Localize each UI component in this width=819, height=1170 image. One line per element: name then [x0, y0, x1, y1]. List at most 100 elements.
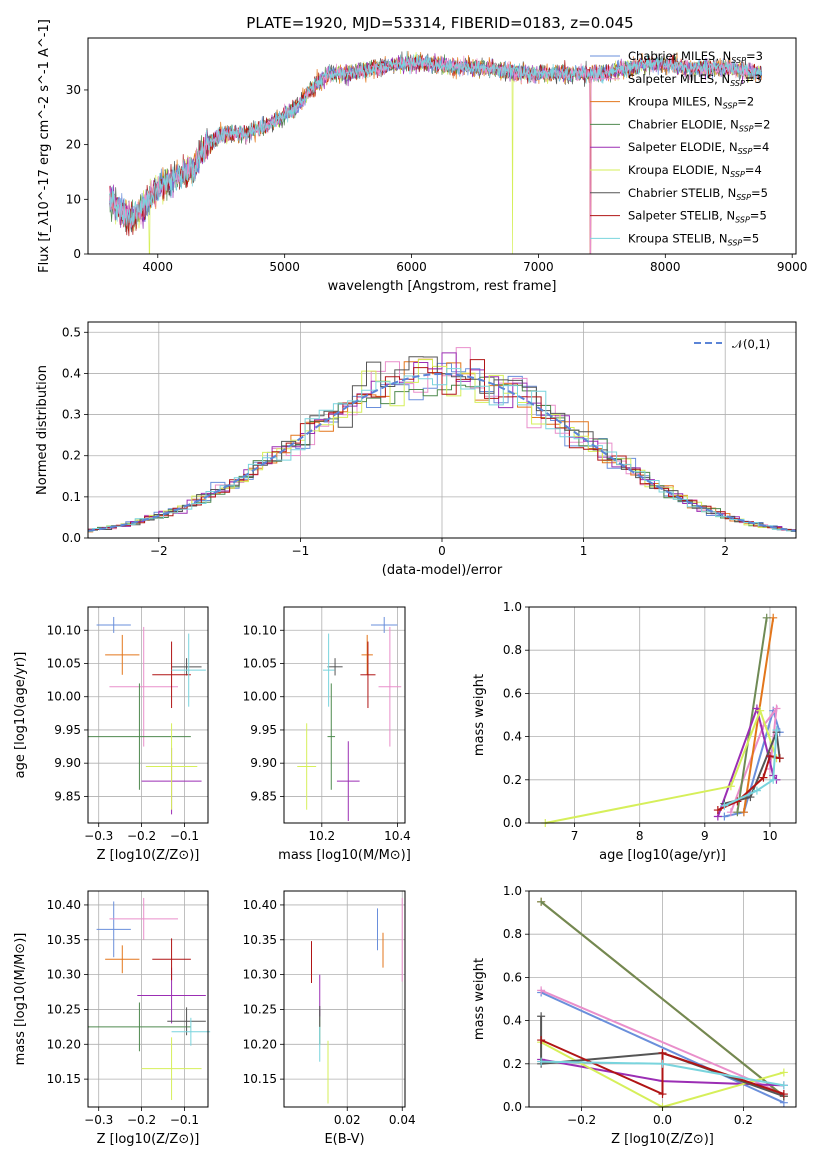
- legend-nssp-subscript: SSP: [723, 102, 738, 111]
- legend-nssp-prefix: , N: [723, 117, 739, 131]
- legend-series-name: Kroupa MILES: [628, 95, 707, 109]
- legend-eq: =: [745, 72, 755, 86]
- legend-nssp-prefix: , N: [722, 140, 738, 154]
- x-tick-label: 0.0: [653, 1113, 672, 1127]
- x-tick-label: 10.2: [308, 829, 335, 843]
- weight-marker: [769, 775, 778, 784]
- x-axis-label: Z [log10(Z/Z⊙)]: [97, 848, 200, 863]
- legend-entry: Kroupa MILES, NSSP=2: [628, 95, 754, 111]
- y-tick-label: 0.8: [503, 643, 522, 657]
- x-tick-label: 9000: [777, 260, 808, 274]
- chart-mass-vs-Z: −0.3 −0.2 −0.1 10.15 10.20 10.25 10.30 10.35 10.…: [13, 890, 211, 1147]
- legend-series-name: Chabrier ELODIE: [628, 117, 723, 131]
- y-tick-label: 0.6: [503, 686, 522, 700]
- y-tick-label: 30: [66, 83, 81, 97]
- weight-marker: [775, 754, 784, 763]
- legend-eq: =: [754, 117, 764, 131]
- y-tick-label: 0.2: [503, 1057, 522, 1071]
- legend-eq: =: [750, 209, 760, 223]
- legend-nssp-subscript: SSP: [728, 238, 743, 247]
- y-tick-label: 0: [73, 247, 81, 261]
- chart-weight-vs-Z: −0.2 0.0 0.2 0.0 0.2 0.4 0.6 0.8 1.0 Z [log10(Z/Z…: [472, 884, 797, 1147]
- weight-line-8: [723, 730, 778, 807]
- weight-marker: [658, 1059, 667, 1068]
- x-tick-label: −0.2: [567, 1113, 596, 1127]
- weight-marker: [726, 782, 735, 791]
- weight-marker: [537, 1057, 546, 1066]
- errorbar-point: [360, 641, 376, 709]
- weight-marker: [713, 806, 722, 815]
- errorbar-point: [152, 938, 191, 981]
- y-tick-label: 0.4: [503, 1014, 522, 1028]
- weight-marker: [537, 897, 546, 906]
- weight-marker: [779, 1090, 788, 1099]
- y-tick-label: 0.2: [62, 449, 81, 463]
- x-axis-label: wavelength [Angstrom, rest frame]: [328, 279, 557, 294]
- errorbar-point: [167, 1007, 206, 1036]
- histogram-step-3: [88, 376, 796, 532]
- y-tick-label: 0.6: [503, 970, 522, 984]
- errorbar-point: [96, 616, 131, 633]
- legend-nssp-prefix: , N: [707, 95, 723, 109]
- errorbar-point: [171, 633, 206, 707]
- weight-line-1: [540, 989, 785, 1095]
- y-tick-label: 10.05: [243, 656, 277, 670]
- histogram-step-6: [88, 356, 796, 532]
- errorbar-point: [105, 945, 140, 974]
- y-tick-label: 10.40: [47, 898, 81, 912]
- errorbar-point: [105, 634, 140, 675]
- x-tick-label: −0.3: [84, 829, 113, 843]
- weight-marker: [537, 1012, 546, 1021]
- plot-frame: [87, 606, 209, 824]
- x-tick-label: −0.2: [127, 1113, 156, 1127]
- legend-series-name: Kroupa ELODIE: [628, 163, 714, 177]
- x-tick-label: 10.4: [384, 829, 411, 843]
- y-tick-label: 9.95: [54, 723, 81, 737]
- y-tick-label: 0.5: [62, 325, 81, 339]
- y-tick-label: 9.95: [250, 723, 277, 737]
- legend-eq: =: [742, 231, 752, 245]
- y-tick-label: 9.90: [54, 756, 81, 770]
- plot-frame: [87, 37, 797, 255]
- y-tick-label: 10.15: [47, 1072, 81, 1086]
- errorbar-point: [370, 616, 398, 633]
- chart-mass-vs-ebv: 0.02 0.04 10.15 10.20 10.25 10.30 10.35 10.40 E(…: [243, 890, 416, 1147]
- y-tick-label: 9.85: [54, 789, 81, 803]
- plot-frame: [283, 890, 406, 1108]
- weight-marker: [772, 726, 781, 735]
- x-axis-label: age [log10(age/yr)]: [599, 848, 726, 863]
- errorbar-point: [88, 683, 191, 790]
- plot-frame: [283, 606, 406, 824]
- x-axis-label: Z [log10(Z/Z⊙)]: [611, 1132, 714, 1147]
- weight-marker: [658, 1049, 667, 1057]
- weight-line-3: [736, 617, 768, 813]
- y-axis-label: mass weight: [472, 674, 487, 756]
- y-tick-label: 0.4: [503, 730, 522, 744]
- errorbar-point: [361, 634, 373, 675]
- legend-series-name: Chabrier STELIB: [628, 186, 720, 200]
- errorbar-point: [322, 633, 335, 707]
- chart-age-vs-mass: 10.2 10.4 9.85 9.90 9.95 10.00 10.05 10.10 mass …: [243, 606, 411, 863]
- errorbar-point: [152, 641, 191, 709]
- y-tick-label: 10.25: [47, 1002, 81, 1016]
- x-tick-label: −1: [292, 544, 310, 558]
- y-tick-label: 10.00: [47, 690, 81, 704]
- legend-series-name: Chabrier MILES: [628, 49, 715, 63]
- weight-line-5: [545, 707, 778, 824]
- y-axis-label: mass weight: [472, 958, 487, 1040]
- weight-marker: [756, 706, 765, 715]
- y-tick-label: 10.40: [243, 898, 277, 912]
- x-tick-label: 8: [636, 829, 644, 843]
- weight-marker: [762, 613, 771, 622]
- weight-marker: [772, 704, 781, 713]
- legend-entry: Salpeter STELIB, NSSP=5: [628, 209, 767, 225]
- x-tick-label: 9: [701, 829, 709, 843]
- chart-title: PLATE=1920, MJD=53314, FIBERID=0183, z=0…: [246, 14, 633, 32]
- weight-marker: [779, 1081, 788, 1090]
- weight-line-0: [724, 707, 781, 818]
- chart-weight-vs-age: 7 8 9 10 0.0 0.2 0.4 0.6 0.8 1.0 age [log10(age/yr…: [472, 600, 797, 863]
- legend-entry: Kroupa ELODIE, NSSP=4: [628, 163, 762, 179]
- x-tick-label: −2: [150, 544, 168, 558]
- y-axis-label: Normed distribution: [35, 365, 50, 495]
